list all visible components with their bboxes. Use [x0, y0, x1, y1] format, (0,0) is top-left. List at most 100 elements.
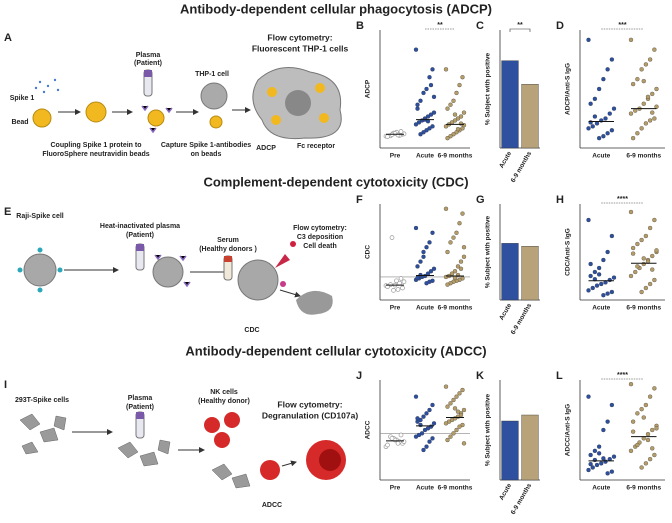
data-point: [630, 245, 636, 251]
significance-label: ****: [617, 196, 628, 203]
data-point: [654, 248, 659, 253]
data-point: [647, 281, 653, 287]
data-point: [639, 407, 644, 412]
data-point: [452, 118, 458, 123]
data-point: [427, 75, 432, 80]
data-point: [639, 465, 644, 470]
label: Serum: [217, 237, 239, 244]
schematic: [17, 241, 333, 315]
data-point: [448, 401, 453, 406]
data-point: [461, 110, 467, 115]
data-point: [430, 230, 435, 235]
data-point: [594, 121, 600, 126]
data-point: [443, 124, 449, 129]
data-point: [635, 131, 640, 136]
section-title: Antibody-dependent cellular phagocytosis…: [180, 1, 492, 16]
data-point: [590, 465, 595, 470]
data-point: [628, 209, 634, 215]
data-point: [652, 217, 657, 223]
data-point: [601, 293, 606, 298]
panel-letter: L: [556, 370, 563, 382]
x-tick-label: 6-9 months: [626, 153, 661, 160]
data-point: [445, 136, 450, 141]
data-point: [611, 454, 617, 459]
data-point: [596, 451, 602, 456]
data-point: [431, 110, 437, 115]
data-point: [596, 265, 602, 271]
data-point: [652, 386, 657, 391]
data-point: [443, 206, 449, 211]
x-tick-label: 6-9 months: [626, 305, 661, 312]
data-point: [452, 406, 458, 411]
bar: [521, 246, 539, 301]
label: on beads: [191, 151, 222, 158]
data-point: [628, 448, 634, 453]
data-point: [611, 106, 617, 111]
data-point: [609, 402, 615, 408]
label: (Patient): [126, 404, 154, 411]
data-point: [654, 104, 659, 109]
x-tick-label: Acute: [592, 153, 610, 160]
bar: [501, 420, 519, 481]
data-point: [455, 126, 461, 132]
data-point: [639, 126, 644, 131]
data-point: [607, 277, 612, 283]
x-tick-label: 6-9 months: [510, 302, 534, 336]
x-tick-label: Acute: [416, 153, 434, 160]
section-title: Antibody-dependent cellular cytotoxicity…: [185, 343, 486, 358]
data-point: [422, 427, 428, 433]
data-point: [586, 288, 591, 293]
data-point: [445, 282, 450, 287]
section-title: Complement-dependent cytotoxicity (CDC): [203, 174, 468, 189]
data-point: [650, 253, 655, 259]
data-point: [592, 269, 598, 275]
data-point: [421, 90, 426, 96]
data-point: [415, 416, 420, 421]
panel-letter: E: [4, 206, 11, 218]
label: Fc receptor: [297, 143, 335, 150]
x-tick-label: 6-9 months: [626, 485, 661, 492]
data-point: [594, 462, 600, 468]
x-tick-label: Acute: [416, 485, 434, 492]
data-point: [652, 277, 657, 283]
data-point: [421, 130, 426, 135]
label: (Healthy donor): [198, 398, 250, 405]
data-point: [424, 281, 429, 286]
x-tick-label: Acute: [592, 305, 610, 312]
data-point: [654, 86, 659, 92]
data-point: [588, 261, 593, 267]
data-point: [586, 467, 591, 473]
data-point: [639, 67, 644, 72]
data-point: [461, 441, 467, 446]
data-point: [452, 269, 458, 274]
data-point: [424, 128, 429, 133]
label: Degranulation (CD107a): [262, 410, 359, 420]
schematic-labels: Spike 1 Bead Plasma (Patient) THP-1 cell…: [10, 32, 349, 158]
data-point: [605, 249, 610, 255]
data-point: [643, 402, 649, 408]
data-point: [592, 448, 598, 453]
data-point: [458, 114, 464, 119]
data-point: [586, 217, 591, 223]
panel-letter: G: [476, 194, 485, 206]
y-axis-label: % Subject with positive: [485, 215, 492, 288]
data-point: [630, 136, 636, 141]
data-point: [398, 276, 404, 281]
data-point: [427, 240, 432, 245]
data-point: [415, 275, 420, 281]
data-point: [458, 266, 464, 271]
data-point: [647, 394, 653, 399]
data-point: [431, 266, 437, 271]
data-point: [586, 37, 591, 42]
data-point: [630, 251, 636, 256]
label: Heat-inactivated plasma: [100, 223, 180, 230]
data-point: [454, 427, 459, 433]
data-point: [424, 411, 429, 416]
x-tick-label: Pre: [390, 305, 401, 312]
data-point: [460, 211, 465, 216]
data-point: [641, 261, 646, 267]
data-point: [418, 259, 423, 264]
data-point: [650, 110, 655, 115]
data-point: [594, 283, 600, 288]
